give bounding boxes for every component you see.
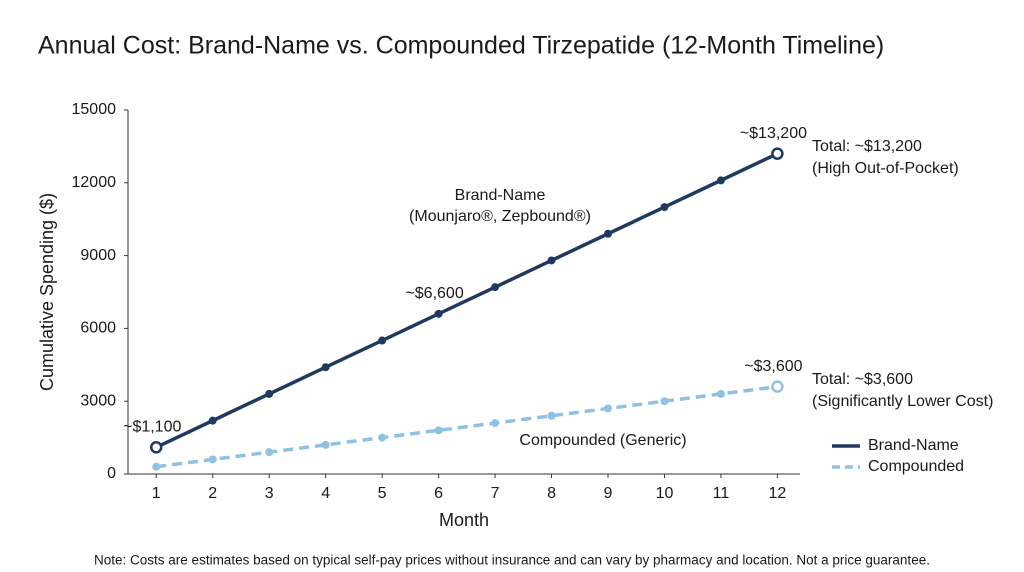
annotation: Total: ~$13,200	[812, 138, 922, 155]
y-tick-label: 3000	[80, 392, 116, 409]
data-point	[321, 363, 330, 372]
annotation: Compounded (Generic)	[519, 432, 686, 449]
x-tick-label: 7	[491, 485, 500, 502]
y-tick-label: 6000	[80, 320, 116, 337]
y-tick-label: 9000	[80, 247, 116, 264]
x-tick-label: 4	[321, 485, 330, 502]
series-line	[155, 152, 779, 449]
data-point	[716, 389, 725, 398]
annotation: (Significantly Lower Cost)	[812, 393, 993, 410]
x-axis-label: Month	[439, 510, 489, 530]
chart-title: Annual Cost: Brand-Name vs. Compounded T…	[38, 32, 884, 60]
x-tick-label: 12	[769, 485, 787, 502]
x-tick-label: 10	[656, 485, 674, 502]
data-point	[265, 448, 274, 457]
data-point	[149, 441, 163, 454]
data-point	[378, 336, 387, 345]
x-tick-label: 9	[604, 485, 613, 502]
x-tick-label: 6	[434, 485, 443, 502]
data-point	[771, 380, 784, 393]
data-point	[771, 147, 784, 160]
data-point	[434, 426, 443, 435]
value-label: ~$6,600	[405, 285, 463, 302]
data-point	[321, 440, 330, 449]
data-point	[547, 411, 556, 420]
data-point	[265, 389, 274, 398]
value-label: ~$3,600	[744, 358, 802, 375]
x-tick-label: 5	[378, 485, 387, 502]
legend-label: Compounded	[868, 458, 964, 475]
value-label: ~$13,200	[740, 125, 807, 142]
series-line	[156, 384, 778, 469]
data-point	[660, 397, 669, 406]
annotation: Brand-Name	[455, 187, 546, 204]
note: Note: Costs are estimates based on typic…	[94, 553, 930, 568]
data-point	[547, 256, 556, 265]
y-tick-label: 12000	[72, 174, 117, 191]
data-point	[604, 229, 612, 238]
data-point	[716, 176, 725, 185]
x-tick-label: 8	[547, 485, 556, 502]
data-point	[208, 455, 217, 464]
data-point	[434, 309, 443, 318]
data-point	[604, 404, 612, 413]
value-label: ~$1,100	[123, 419, 181, 436]
x-tick-label: 2	[208, 485, 217, 502]
annotation: Total: ~$3,600	[812, 371, 913, 388]
data-point	[491, 283, 500, 292]
y-tick-label: 15000	[72, 101, 117, 118]
data-point	[491, 419, 500, 428]
data-point	[152, 462, 161, 471]
data-point	[378, 433, 387, 442]
x-tick-label: 3	[265, 485, 274, 502]
x-tick-label: 11	[713, 485, 730, 502]
annotation: (Mounjaro®, Zepbound®)	[409, 208, 591, 225]
y-tick-label: 0	[107, 465, 116, 482]
legend-label: Brand-Name	[868, 437, 959, 454]
y-axis-label: Cumulative Spending ($)	[37, 193, 57, 391]
annotation: (High Out-of-Pocket)	[812, 160, 959, 177]
x-tick-label: 1	[152, 485, 161, 502]
data-point	[208, 416, 217, 425]
data-point	[660, 203, 669, 212]
